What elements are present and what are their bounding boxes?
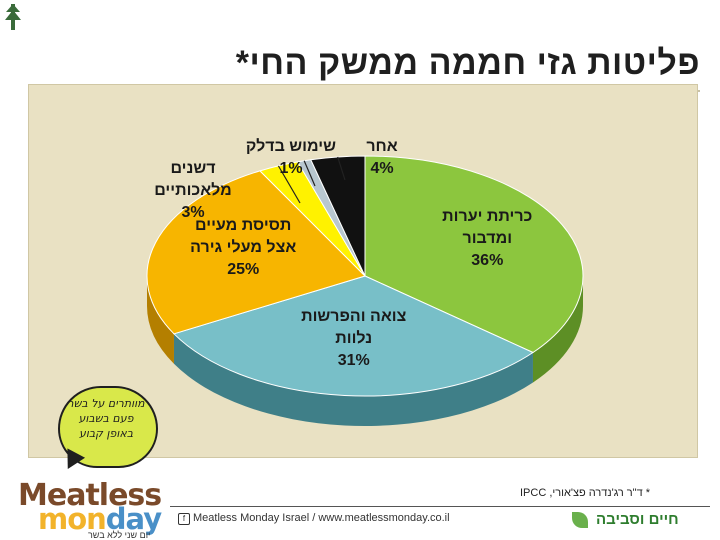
slice-label: שימוש בדלק 1%	[246, 136, 336, 180]
slice-label-text: כריתת יערות	[442, 208, 533, 226]
leader-line	[303, 160, 316, 187]
logo-tagline: יום שני ללא בשר	[88, 530, 151, 540]
logo-monday: monday	[38, 502, 162, 536]
slice-value: 36%	[471, 252, 504, 270]
slice-label: אחר 4%	[352, 136, 412, 180]
leaf-icon	[572, 512, 588, 528]
organization-logo-icon	[5, 4, 21, 30]
slice-label-text: נלוות	[335, 329, 373, 347]
slice-label: תסיסת מעיים אצל מעלי גירה 25%	[178, 215, 308, 281]
slice-label: כריתת יערות ומדבור 36%	[427, 206, 547, 272]
pie-slice	[364, 155, 584, 354]
pie-slice	[146, 170, 366, 335]
speech-bubble	[58, 386, 158, 468]
slice-value: 1%	[279, 160, 303, 177]
slice-label-text: ומדבור	[462, 230, 513, 248]
footer-text[interactable]: Meatless Monday Israel / www.meatlessmon…	[193, 512, 450, 524]
footer-links[interactable]: f Meatless Monday Israel / www.meatlessmo…	[178, 512, 450, 525]
slice-value: 4%	[370, 160, 394, 177]
logo-monday-a: mon	[38, 502, 107, 536]
leader-line	[277, 165, 301, 204]
footer-divider	[170, 506, 710, 507]
pie-slice-side	[532, 276, 583, 383]
slice-label-text: אצל מעלי גירה	[190, 239, 297, 257]
logo-meatless: Meatless	[18, 478, 162, 513]
brand-name: חיים וסביבה	[596, 511, 679, 528]
pie-slice	[173, 275, 534, 397]
slice-label-text: שימוש בדלק	[245, 138, 336, 155]
speech-bubble-text: מוותרים על בשר פעם בשבוע באופן קבוע	[67, 397, 145, 440]
pie-slice-side	[173, 333, 533, 426]
pie-slice-side	[147, 276, 174, 364]
facebook-icon[interactable]: f	[178, 513, 190, 525]
slice-value: 3%	[181, 204, 205, 221]
logo-monday-b: day	[105, 502, 162, 536]
slice-value: 25%	[227, 261, 260, 279]
slice-label-text: מלאכותיים	[154, 182, 232, 199]
slice-label-text: תסיסת מעיים	[195, 217, 292, 235]
slice-label: דשנים מלאכותיים 3%	[148, 158, 238, 224]
slice-label: צואה והפרשות נלוות 31%	[289, 306, 419, 372]
source-footnote: * ד"ר רג'נדרה פצ'אורי, IPCC	[520, 487, 650, 499]
page-title: פליטות גזי חממה ממשק החי*	[235, 44, 700, 82]
slice-label-text: דשנים	[170, 160, 216, 177]
slice-label-text: צואה והפרשות	[301, 307, 407, 325]
slice-label-text: אחר	[366, 138, 398, 155]
leader-line	[337, 156, 346, 181]
slice-value: 31%	[337, 351, 370, 369]
